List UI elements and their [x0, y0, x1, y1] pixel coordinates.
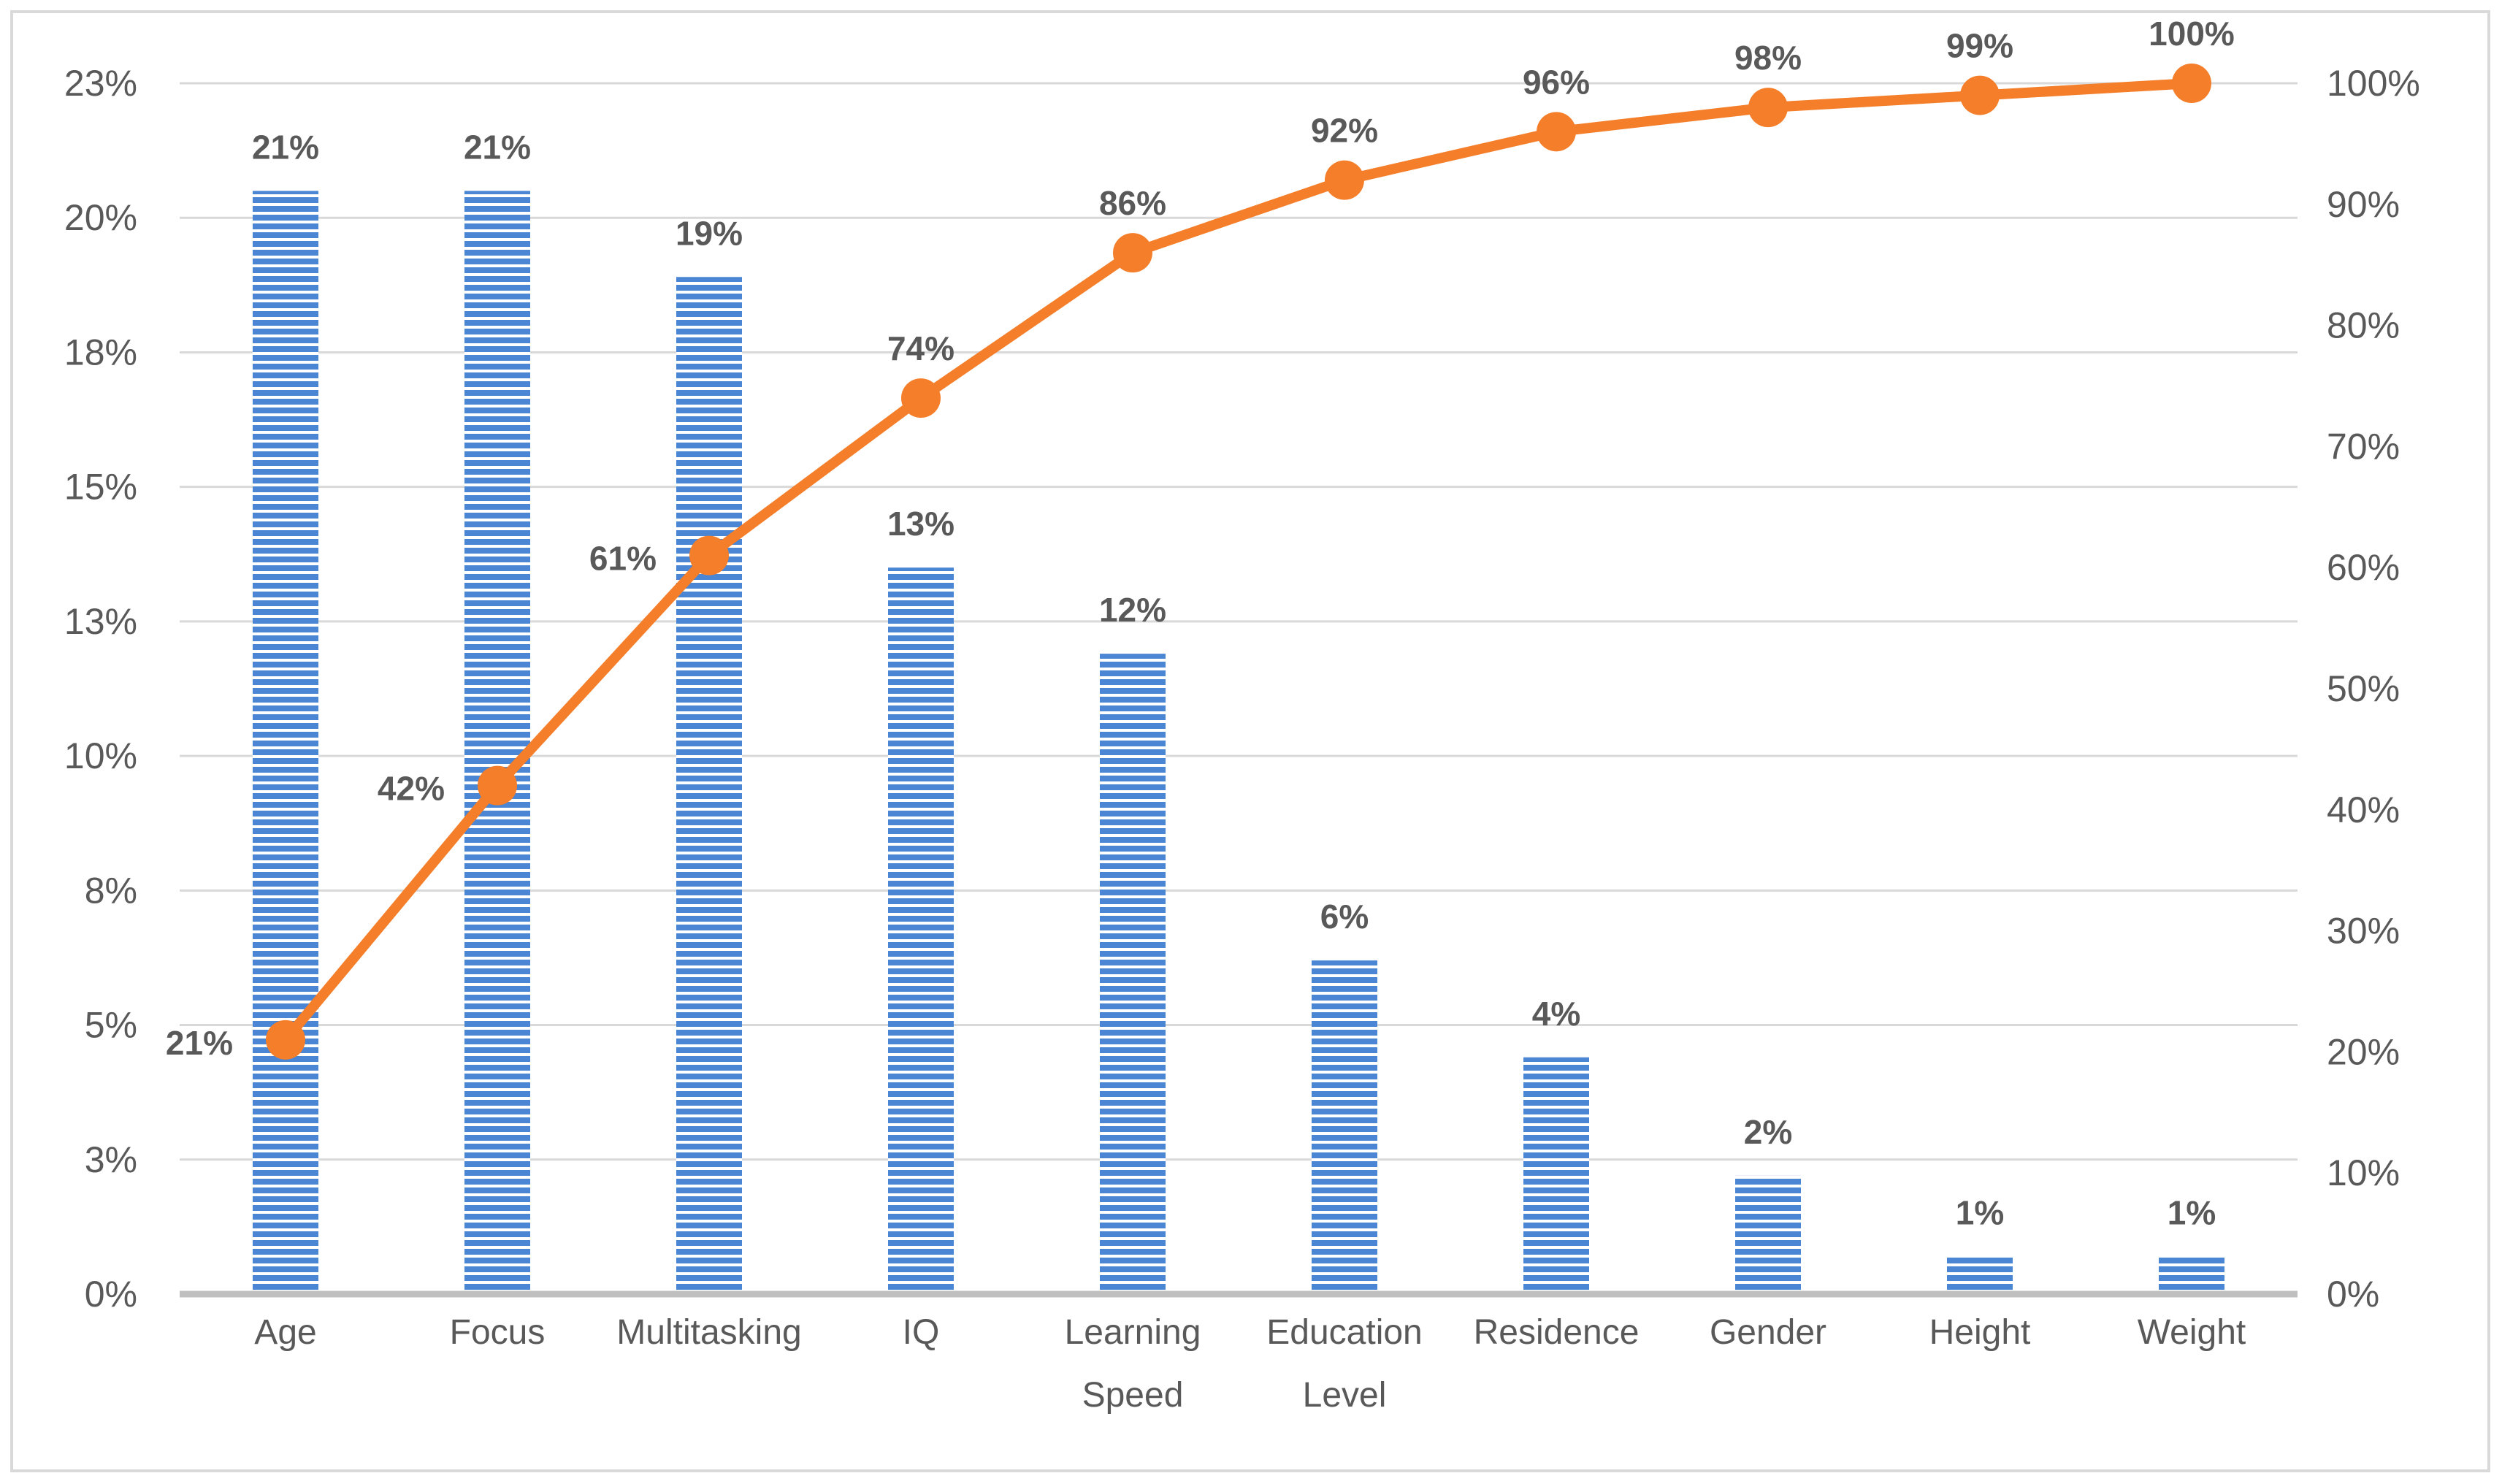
y-right-tick-label: 90% [2327, 184, 2400, 225]
x-category-label: Residence [1474, 1313, 1640, 1352]
line-marker [266, 1020, 305, 1060]
y-right-tick-label: 50% [2327, 668, 2400, 709]
bar-data-label: 1% [1956, 1193, 2004, 1231]
line-data-label: 21% [166, 1024, 233, 1062]
bar [253, 191, 318, 1294]
line-data-label: 98% [1734, 39, 1802, 77]
y-left-tick-label: 10% [64, 735, 137, 776]
line-marker [689, 535, 729, 575]
line-marker [901, 378, 941, 418]
bar-data-label: 12% [1099, 591, 1166, 629]
bar [2159, 1256, 2224, 1294]
chart-frame: 0% 3% 5% 8% 10% 13% 15% 18% 20% 23% 0% 10% 20% 30% 40%… [10, 10, 2490, 1472]
bar [1735, 1175, 1801, 1294]
bar-data-label: 4% [1532, 995, 1580, 1033]
y-right-tick-label: 20% [2327, 1031, 2400, 1072]
y-left-tick-label: 3% [85, 1139, 137, 1180]
cumulative-line [280, 78, 2197, 1045]
y-right-tick-label: 100% [2327, 63, 2420, 104]
line-data-label: 42% [378, 770, 445, 808]
y-right-tick-label: 40% [2327, 789, 2400, 830]
bar-data-label: 19% [676, 214, 743, 252]
pareto-chart: 0% 3% 5% 8% 10% 13% 15% 18% 20% 23% 0% 10% 20% 30% 40%… [64, 15, 2420, 1415]
x-category-label: Weight [2138, 1313, 2246, 1352]
y-right-tick-label: 70% [2327, 426, 2400, 467]
bar-data-label: 21% [252, 128, 319, 166]
bar-data-label: 2% [1744, 1113, 1792, 1151]
line-marker [478, 765, 517, 806]
y-left-tick-label: 5% [85, 1005, 137, 1046]
y-right-tick-label: 60% [2327, 547, 2400, 588]
bar [464, 191, 530, 1294]
bar-data-label: 1% [2168, 1193, 2216, 1231]
y-right-tick-label: 80% [2327, 305, 2400, 346]
line-data-label: 99% [1946, 27, 2013, 65]
y-left-tick-label: 15% [64, 467, 137, 508]
bar [1100, 654, 1166, 1294]
line-data-label: 61% [589, 540, 657, 578]
line-marker [1113, 233, 1152, 273]
y-right-tick-label: 30% [2327, 911, 2400, 952]
y-left-tick-label: 13% [64, 601, 137, 642]
bar [1947, 1256, 2013, 1294]
x-category-label: Height [1929, 1313, 2031, 1352]
line-data-label: 74% [887, 329, 954, 367]
x-category-label: Education Level [1266, 1313, 1423, 1415]
y-left-tick-label: 18% [64, 332, 137, 372]
y-right-tick-label: 10% [2327, 1152, 2400, 1193]
x-category-label: Age [254, 1313, 316, 1352]
line-marker [1325, 160, 1364, 200]
bar-data-label: 21% [464, 128, 531, 166]
x-category-label: IQ [903, 1313, 940, 1352]
bar [676, 277, 742, 1294]
line-marker [1748, 88, 1788, 128]
y-left-tick-label: 23% [64, 63, 137, 104]
bar-data-label: 6% [1320, 898, 1369, 936]
line-marker [1537, 112, 1576, 152]
bar-data-label: 13% [887, 505, 954, 543]
x-category-label: Multitasking [616, 1313, 801, 1352]
x-category-label: Learning Speed [1065, 1313, 1201, 1415]
y-left-tick-label: 20% [64, 197, 137, 238]
y-left-tick-label: 8% [85, 870, 137, 911]
bar [888, 567, 954, 1294]
line-marker [2172, 64, 2211, 103]
line-data-label: 92% [1311, 112, 1378, 150]
x-category-label: Gender [1710, 1313, 1826, 1352]
x-category-label: Focus [450, 1313, 546, 1352]
line-data-label: 100% [2149, 15, 2235, 53]
line-data-label: 96% [1523, 63, 1590, 101]
bar [1523, 1057, 1589, 1294]
line-marker [1960, 75, 2000, 115]
bar [1312, 960, 1377, 1294]
line-data-label: 86% [1099, 184, 1166, 222]
y-right-tick-label: 0% [2327, 1274, 2379, 1315]
y-left-tick-label: 0% [85, 1274, 137, 1315]
